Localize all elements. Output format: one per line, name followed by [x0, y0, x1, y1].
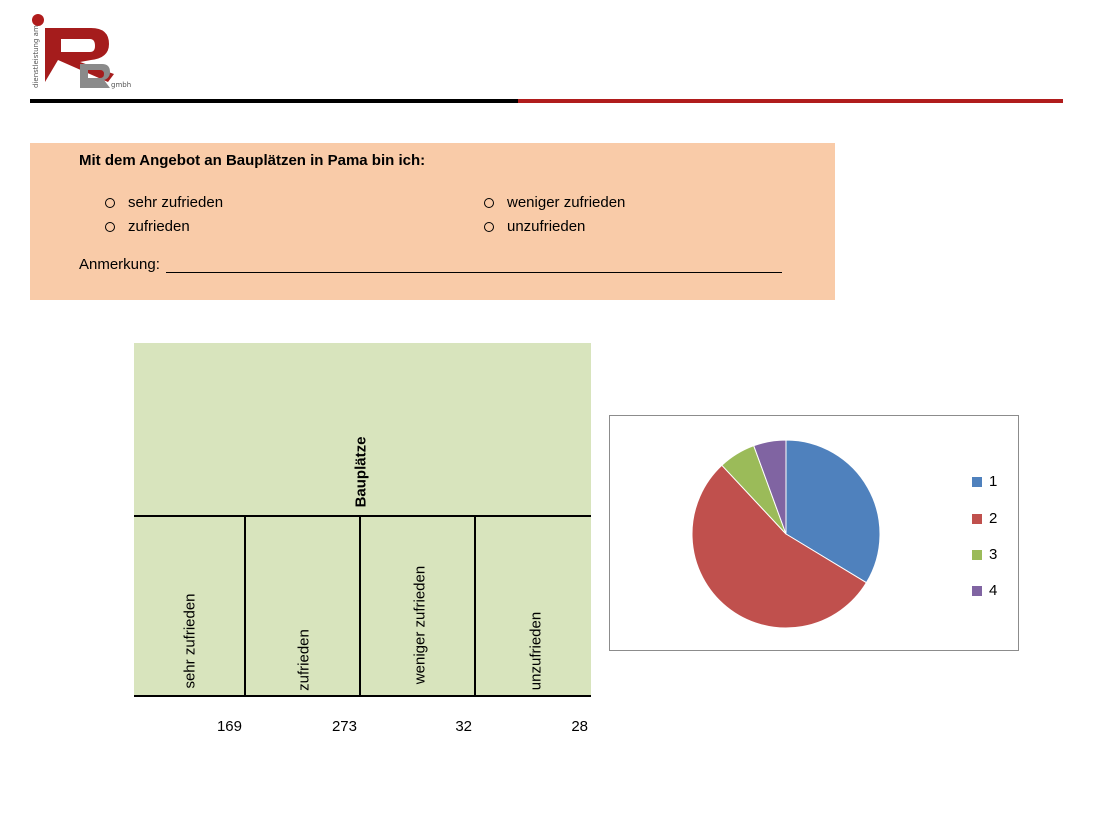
radio-circle-icon[interactable] [484, 221, 494, 232]
legend-swatch [972, 476, 982, 487]
legend-label: 3 [989, 546, 998, 563]
table-column-divider [474, 516, 476, 696]
legend-label: 1 [989, 473, 998, 490]
pie-slice-2 [691, 464, 868, 629]
table-column-header: sehr zufrieden [181, 593, 199, 689]
table-column-header: unzufrieden [527, 611, 545, 691]
table-divider [134, 515, 591, 517]
option-unzufrieden[interactable]: unzufrieden [484, 218, 585, 235]
legend-item-3: 3 [972, 546, 997, 563]
legend-swatch [972, 549, 982, 560]
question-title: Mit dem Angebot an Bauplätzen in Pama bi… [79, 152, 426, 169]
pie-chart [691, 439, 881, 629]
table-column-header: zufrieden [295, 629, 313, 691]
legend-swatch [972, 513, 982, 524]
questionnaire-panel [30, 143, 835, 300]
company-logo: dienstleistung am gmbh [28, 12, 138, 92]
table-divider [134, 695, 591, 697]
option-weniger-zufrieden[interactable]: weniger zufrieden [484, 194, 625, 211]
option-label: zufrieden [128, 218, 190, 235]
logo-vertical-text: dienstleistung am [32, 25, 40, 88]
radio-circle-icon[interactable] [105, 221, 115, 232]
option-sehr-zufrieden[interactable]: sehr zufrieden [105, 194, 223, 211]
remark-label: Anmerkung: [79, 256, 160, 273]
table-column-divider [244, 516, 246, 696]
table-count-cell: 28 [571, 718, 588, 735]
option-label: unzufrieden [507, 218, 586, 235]
results-table [134, 343, 591, 696]
header-divider-red [518, 99, 1063, 103]
legend-item-4: 4 [972, 582, 997, 599]
radio-circle-icon[interactable] [105, 197, 115, 208]
legend-label: 4 [989, 582, 998, 599]
legend-swatch [972, 585, 982, 596]
table-column-divider [359, 516, 361, 696]
pie-chart-frame: 1 2 3 4 [609, 415, 1019, 651]
remark-row: Anmerkung: [79, 256, 782, 273]
legend-item-2: 2 [972, 510, 997, 527]
pie-slice-4 [753, 439, 787, 535]
logo-brand-text: gmbh [111, 81, 131, 89]
table-count-cell: 32 [455, 718, 472, 735]
table-title: Bauplätze [352, 436, 370, 508]
table-column-header: weniger zufrieden [411, 565, 429, 685]
table-count-cell: 273 [331, 718, 357, 735]
option-zufrieden[interactable]: zufrieden [105, 218, 190, 235]
radio-circle-icon[interactable] [484, 197, 494, 208]
legend-label: 2 [989, 510, 998, 527]
option-label: weniger zufrieden [507, 194, 626, 211]
legend-item-1: 1 [972, 473, 997, 490]
pie-slice-1 [785, 439, 881, 584]
table-count-cell: 169 [216, 718, 242, 735]
remark-input-line[interactable] [165, 258, 782, 273]
header-divider-black [30, 99, 518, 103]
option-label: sehr zufrieden [128, 194, 224, 211]
